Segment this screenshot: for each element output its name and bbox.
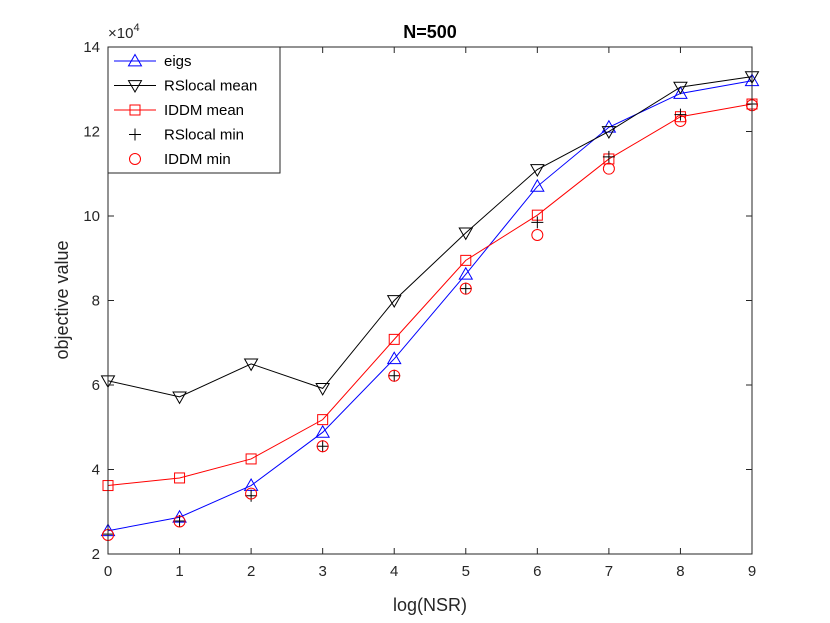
legend-entry-iddm-mean: IDDM mean	[114, 102, 244, 119]
y-tick-label: 12	[83, 124, 100, 141]
data-point-rslocal-min	[245, 489, 258, 502]
data-point-iddm-mean	[245, 453, 257, 465]
data-point-rslocal-min	[602, 150, 615, 163]
data-point-rslocal-min	[531, 216, 544, 229]
series-line-eigs	[107, 80, 753, 532]
y-tick-label: 14	[83, 39, 100, 56]
legend-marker	[127, 53, 143, 67]
data-point-iddm-min	[459, 282, 472, 295]
data-point-rslocal-mean	[243, 358, 259, 372]
data-point-iddm-mean	[174, 472, 186, 484]
x-axis-label: log(NSR)	[393, 595, 467, 615]
x-tick-label: 2	[247, 563, 255, 580]
y-tick-label: 4	[92, 462, 100, 479]
data-point-rslocal-mean	[529, 164, 545, 178]
data-point-rslocal-min	[173, 515, 186, 528]
data-point-rslocal-mean	[673, 81, 688, 95]
data-point-iddm-min	[316, 440, 329, 453]
y-tick-label: 2	[92, 546, 100, 563]
data-point-eigs	[458, 266, 474, 280]
legend-label: IDDM mean	[164, 102, 244, 119]
legend: eigs RSlocal mean IDDM mean RSlocal min IDDM…	[107, 46, 281, 174]
x-tick-label: 0	[104, 563, 112, 580]
data-point-rslocal-min	[674, 108, 687, 121]
y-axis-label: objective value	[52, 240, 72, 359]
legend-marker	[129, 128, 141, 141]
x-tick-label: 4	[390, 563, 398, 580]
data-point-iddm-min	[602, 162, 615, 175]
y-tick-label: 6	[92, 377, 100, 394]
legend-entry-rslocal-mean: RSlocal mean	[114, 78, 257, 95]
data-point-iddm-mean	[317, 414, 329, 426]
y-tick-label: 10	[83, 208, 100, 225]
x-tick-label: 1	[175, 563, 183, 580]
data-point-eigs	[386, 351, 402, 365]
data-point-eigs	[673, 85, 688, 99]
series-line-rslocal-mean	[107, 76, 753, 398]
legend-marker	[129, 153, 141, 165]
legend-marker	[129, 104, 141, 116]
x-tick-label: 8	[676, 563, 684, 580]
x-tick-label: 6	[533, 563, 541, 580]
x-tick-label: 9	[748, 563, 756, 580]
data-point-iddm-mean	[388, 333, 400, 345]
legend-marker	[127, 80, 143, 94]
legend-label: RSlocal mean	[164, 78, 257, 95]
data-point-rslocal-mean	[315, 383, 331, 396]
legend-label: eigs	[164, 53, 192, 70]
legend-entry-iddm-min: IDDM min	[129, 151, 231, 168]
legend-entry-eigs: eigs	[114, 53, 192, 70]
legend-label: RSlocal min	[164, 127, 244, 144]
data-point-iddm-min	[173, 515, 186, 528]
data-point-iddm-mean	[460, 254, 472, 266]
data-point-rslocal-mean	[386, 295, 402, 309]
y-exponent-label: ×104	[108, 22, 140, 42]
data-point-eigs	[315, 424, 331, 438]
chart-title: N=500	[403, 22, 457, 42]
legend-label: IDDM min	[164, 151, 231, 168]
y-exponent-power: 4	[133, 22, 139, 34]
data-point-iddm-min	[531, 229, 544, 242]
data-point-eigs	[529, 178, 545, 192]
data-point-rslocal-min	[388, 369, 401, 382]
data-point-rslocal-mean	[458, 227, 474, 241]
data-point-rslocal-min	[459, 282, 472, 295]
data-point-iddm-min	[245, 487, 258, 500]
data-point-rslocal-mean	[172, 391, 187, 405]
data-point-rslocal-mean	[601, 126, 617, 140]
x-tick-label: 3	[318, 563, 326, 580]
y-tick-label: 8	[92, 293, 100, 310]
legend-entry-rslocal-min: RSlocal min	[129, 127, 244, 144]
x-tick-label: 7	[605, 563, 613, 580]
data-point-rslocal-min	[316, 440, 329, 453]
series-line-iddm-mean	[107, 103, 753, 487]
data-point-iddm-min	[674, 114, 687, 127]
data-point-iddm-min	[388, 369, 401, 382]
x-tick-label: 5	[462, 563, 470, 580]
